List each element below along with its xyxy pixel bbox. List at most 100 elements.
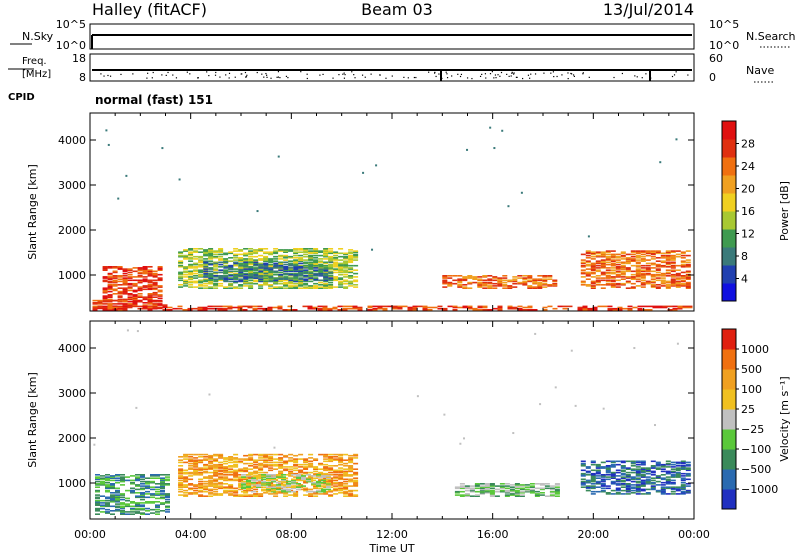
data-cell (223, 275, 229, 277)
data-cell (237, 307, 243, 310)
data-cell (680, 254, 686, 257)
data-cell (590, 286, 596, 288)
data-cell (188, 272, 194, 275)
data-cell (422, 306, 428, 309)
data-cell (328, 257, 334, 259)
data-cell (241, 487, 246, 490)
data-cell (333, 258, 339, 260)
data-cell (155, 513, 160, 515)
data-cell (630, 276, 636, 278)
data-cell (343, 258, 349, 260)
data-cell (670, 250, 676, 252)
data-cell (492, 287, 498, 289)
data-cell (680, 479, 686, 482)
data-cell (585, 263, 591, 266)
data-cell (605, 255, 611, 258)
data-cell (298, 484, 304, 486)
data-cell (469, 495, 475, 497)
data-cell (469, 488, 475, 491)
data-cell (322, 306, 328, 309)
data-cell (217, 307, 223, 310)
data-cell (288, 459, 294, 461)
data-cell (132, 298, 138, 301)
data-cell (198, 285, 204, 287)
data-cell (514, 485, 520, 487)
data-cell (183, 279, 189, 282)
data-cell (675, 280, 681, 283)
data-cell (615, 266, 621, 268)
data-cell (267, 306, 273, 309)
data-cell (322, 309, 328, 311)
data-cell (308, 264, 314, 267)
data-cell (150, 474, 155, 476)
data-cell (655, 257, 661, 259)
data-cell (517, 309, 523, 311)
nave-tick-bottom: 0 (709, 71, 716, 84)
data-cell (308, 286, 314, 288)
data-cell (655, 484, 661, 486)
data-cell (532, 287, 538, 289)
data-cell (122, 269, 128, 271)
data-cell (278, 492, 284, 494)
data-cell (459, 494, 465, 496)
data-cell (607, 305, 613, 308)
data-cell (675, 269, 681, 271)
data-cell (248, 282, 254, 285)
nave-dot (484, 73, 487, 75)
data-cell (135, 477, 140, 479)
data-cell (630, 487, 636, 490)
data-cell (595, 483, 601, 485)
data-cell (620, 466, 626, 468)
data-cell (328, 255, 334, 258)
data-cell (208, 461, 214, 464)
data-cell (625, 467, 631, 469)
data-cell (635, 266, 641, 268)
data-cell (372, 307, 378, 310)
data-cell (261, 480, 266, 483)
data-cell (102, 296, 108, 298)
data-cell (93, 443, 96, 446)
data-cell (343, 255, 349, 258)
data-cell (288, 280, 294, 283)
data-cell (102, 300, 108, 303)
data-cell (238, 478, 244, 481)
data-cell (620, 252, 626, 255)
data-cell (338, 467, 344, 469)
data-cell (635, 273, 641, 276)
data-cell (268, 268, 274, 270)
data-cell (348, 474, 354, 476)
data-cell (650, 465, 656, 467)
data-cell (286, 490, 291, 493)
data-cell (268, 469, 274, 472)
data-cell (487, 281, 493, 284)
data-cell (642, 305, 648, 308)
data-cell (353, 284, 359, 286)
data-cell (293, 469, 299, 472)
data-cell (268, 467, 274, 469)
data-cell (321, 481, 326, 484)
data-cell (512, 278, 518, 280)
data-cell (343, 485, 349, 487)
data-cell (343, 267, 349, 269)
colorbar-tick-label: 24 (741, 160, 755, 173)
data-cell (650, 251, 656, 253)
data-cell (127, 294, 133, 296)
data-cell (208, 255, 214, 258)
data-cell (547, 284, 553, 286)
data-cell (610, 276, 616, 278)
data-cell (318, 275, 324, 277)
data-cell (348, 276, 354, 278)
data-cell (253, 471, 259, 474)
data-cell (313, 264, 319, 267)
data-cell (605, 492, 611, 494)
data-cell (645, 262, 651, 265)
data-cell (223, 490, 229, 493)
data-cell (107, 304, 113, 306)
data-cell (208, 466, 214, 468)
data-cell (142, 279, 148, 282)
data-cell (266, 479, 271, 482)
data-cell (120, 480, 125, 483)
data-cell (422, 305, 428, 308)
data-cell (218, 483, 224, 485)
data-cell (477, 286, 483, 288)
